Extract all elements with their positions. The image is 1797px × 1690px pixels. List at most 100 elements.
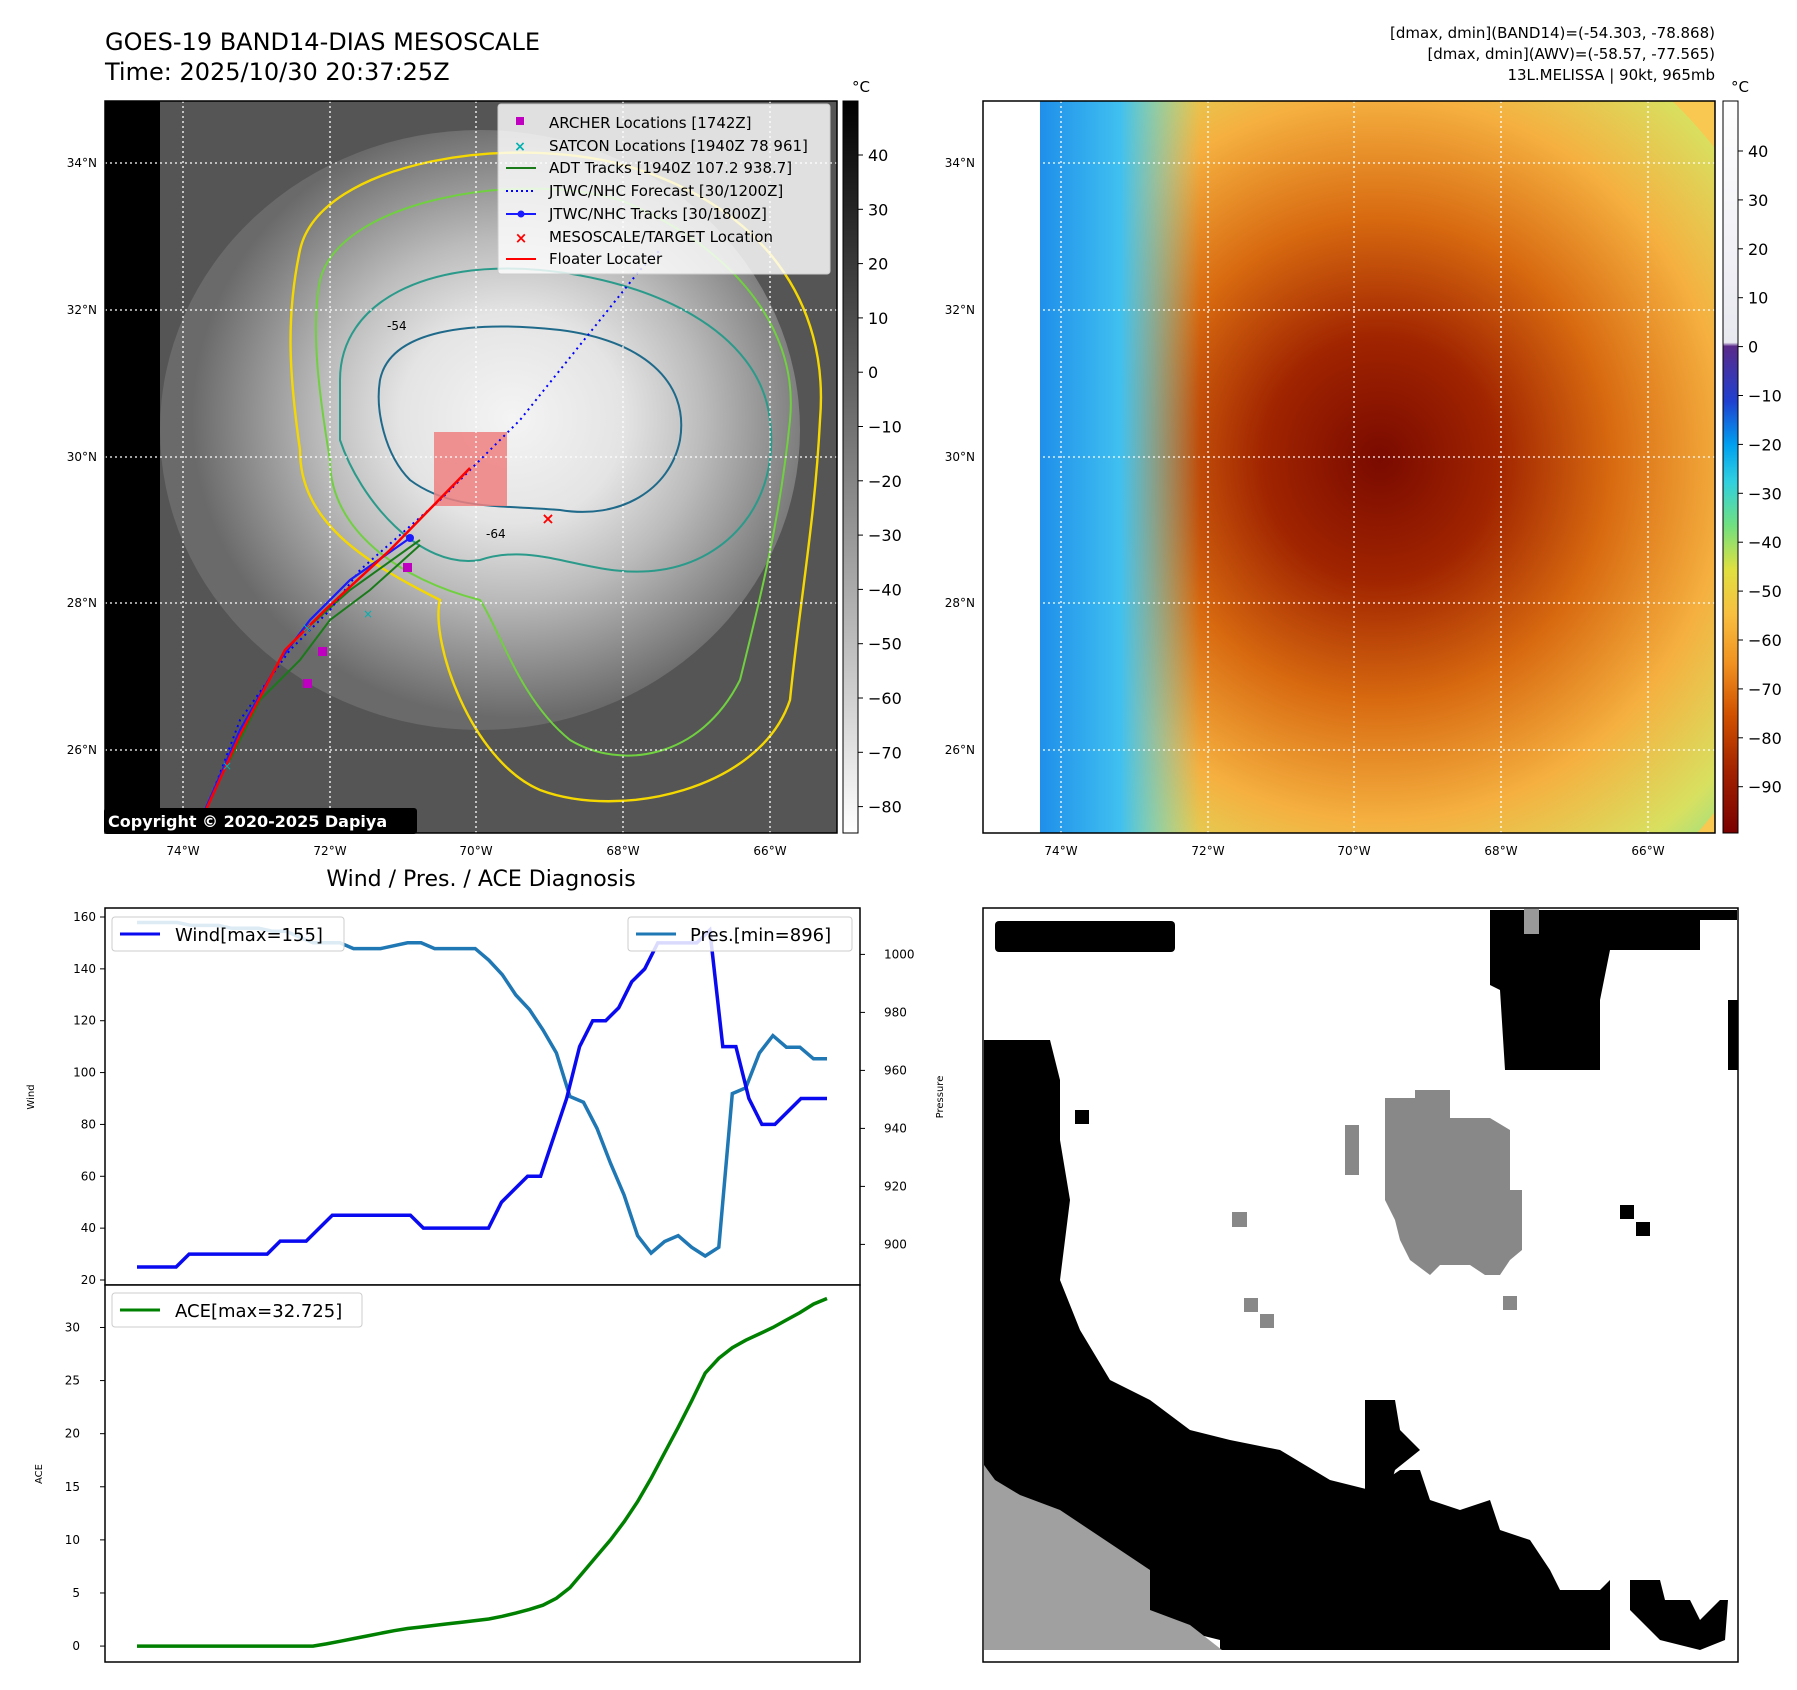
- pressure-tick-label: 920: [884, 1179, 907, 1193]
- colorbar-tick-label: −40: [1748, 533, 1782, 552]
- pressure-tick-label: 980: [884, 1005, 907, 1019]
- wmg-gray-pixel-e: [1524, 909, 1539, 934]
- right-map-frame: [982, 100, 1716, 834]
- map-legend: ARCHER Locations [1742Z] × SATCON Locati…: [497, 103, 831, 275]
- colorbar-tick-label: −80: [868, 798, 902, 817]
- legend-tracks-label: JTWC/NHC Tracks [30/1800Z]: [548, 205, 767, 223]
- colorbar-tick-label: −50: [868, 635, 902, 654]
- wmg-gray-center: [1385, 1090, 1522, 1275]
- wmg-black-regions: [984, 910, 1738, 1650]
- wind-legend-label: Wind[max=155]: [175, 925, 323, 946]
- ace-legend-box: [111, 1292, 363, 1328]
- ace-legend-label: ACE[max=32.725]: [175, 1301, 342, 1322]
- lat-label: 30°N: [67, 450, 97, 464]
- wind-tick-label: 120: [73, 1014, 96, 1028]
- colorbar-tick-label: 40: [868, 146, 888, 165]
- satcon-point-3: ×: [363, 607, 373, 621]
- wmg-pixel-d: [1728, 1000, 1738, 1070]
- mesoscale-target-marker: ×: [541, 509, 554, 528]
- figure-title-line2: Time: 2025/10/30 20:37:25Z: [104, 58, 450, 86]
- pressure-legend-label: Pres.[min=896]: [690, 925, 831, 946]
- wmg-region-southeast: [1630, 1580, 1728, 1650]
- archer-point-3: [318, 647, 327, 656]
- info-line1: [dmax, dmin](BAND14)=(-54.303, -78.868): [1390, 24, 1715, 42]
- ace-tick-label: 5: [72, 1586, 80, 1600]
- ace-y-ticks: 30 25 20 15 10 5 0: [65, 1320, 105, 1653]
- lon-label: 72°W: [1191, 844, 1224, 858]
- ace-legend: ACE[max=32.725]: [111, 1292, 363, 1328]
- wind-tick-label: 40: [81, 1221, 96, 1235]
- info-line2: [dmax, dmin](AWV)=(-58.57, -77.565): [1427, 45, 1715, 63]
- right-map-gridlines: [983, 101, 1715, 833]
- wmg-gray-pixel-a: [1232, 1212, 1247, 1227]
- wmg-gray-pixel-b: [1244, 1298, 1258, 1312]
- cold-sst-region: [1040, 101, 1200, 833]
- wind-tick-label: 140: [73, 962, 96, 976]
- colorbar-tick-label: −40: [868, 580, 902, 599]
- satcon-point-1: ×: [302, 621, 312, 635]
- colorbar-tick-label: 0: [1748, 338, 1758, 357]
- no-data-strip-right: [983, 101, 1040, 833]
- contour-label-64: -64: [486, 527, 506, 541]
- floater-track: [203, 467, 471, 813]
- wmg-pixel-a: [1075, 1110, 1089, 1124]
- info-line3: 13L.MELISSA | 90kt, 965mb: [1507, 66, 1715, 84]
- colorbar-tick-label: −60: [1748, 631, 1782, 650]
- wmg-region-west: [984, 1040, 1610, 1650]
- lon-label: 66°W: [753, 844, 786, 858]
- lat-label: 30°N: [945, 450, 975, 464]
- figure-title-line1: GOES-19 BAND14-DIAS MESOSCALE: [105, 28, 540, 56]
- lon-label: 74°W: [1044, 844, 1077, 858]
- legend-forecast-label: JTWC/NHC Forecast [30/1200Z]: [548, 182, 783, 200]
- legend-box: [497, 103, 831, 275]
- wmg-panel: WMG Count: 0: [982, 907, 1739, 1663]
- lat-label: 28°N: [67, 596, 97, 610]
- legend-satcon-icon: ×: [514, 139, 526, 155]
- colorbar-tick-label: −60: [868, 689, 902, 708]
- wmg-gray-regions: [984, 909, 1539, 1650]
- colorbar-tick-label: −10: [1748, 387, 1782, 406]
- colorbar-tick-label: 20: [868, 255, 888, 274]
- colorbar-tick-label: 30: [1748, 191, 1768, 210]
- lat-label: 32°N: [945, 303, 975, 317]
- satcon-point-2: ×: [222, 759, 232, 773]
- colorbar-unit-right: °C: [1731, 78, 1749, 96]
- wmg-region-north: [1480, 910, 1737, 1070]
- archer-point-2: [303, 679, 312, 688]
- colorbar-tick-label: −90: [1748, 778, 1782, 797]
- pressure-tick-label: 960: [884, 1063, 907, 1077]
- colorbar-tick-label: −70: [868, 743, 902, 762]
- colorbar-unit-left: °C: [852, 78, 870, 96]
- colorbar-tick-label: 40: [1748, 142, 1768, 161]
- contour-label-54: -54: [387, 319, 407, 333]
- colorbar-tick-label: 0: [868, 363, 878, 382]
- lon-label: 66°W: [1631, 844, 1664, 858]
- color-colorbar-ticks: 40 30 20 10 0 −10 −20 −30 −40 −50 −60 −70 −80 −90: [1738, 142, 1782, 797]
- legend-adt-label: ADT Tracks [1940Z 107.2 938.7]: [549, 159, 792, 177]
- contour-teal: [339, 267, 773, 573]
- ir-color-map: 74°W 72°W 70°W 68°W 66°W 34°N 32°N 30°N …: [945, 78, 1782, 858]
- ace-series-line: [137, 1296, 828, 1648]
- legend-tracks-dot: [517, 210, 525, 218]
- color-colorbar: [1722, 100, 1739, 834]
- ace-tick-label: 20: [65, 1427, 80, 1441]
- colorbar-tick-label: −30: [868, 526, 902, 545]
- lat-label: 34°N: [945, 156, 975, 170]
- lat-label: 32°N: [67, 303, 97, 317]
- wind-legend-box: [111, 916, 345, 952]
- wmg-count-label: WMG Count: 0: [1002, 926, 1155, 948]
- wmg-gray-pixel-c: [1260, 1314, 1274, 1328]
- wind-axis-label: Wind: [26, 1084, 37, 1109]
- pressure-legend-box: [627, 916, 853, 952]
- wind-tick-label: 20: [81, 1273, 96, 1287]
- ace-tick-label: 15: [65, 1480, 80, 1494]
- lat-label: 26°N: [67, 743, 97, 757]
- ace-tick-label: 10: [65, 1533, 80, 1547]
- lat-label: 26°N: [945, 743, 975, 757]
- pressure-axis-label: Pressure: [935, 1076, 946, 1119]
- wind-y-ticks: 160 140 120 100 80 60 40 20: [73, 910, 105, 1287]
- lon-label: 68°W: [606, 844, 639, 858]
- wind-tick-label: 160: [73, 910, 96, 924]
- lon-label: 72°W: [313, 844, 346, 858]
